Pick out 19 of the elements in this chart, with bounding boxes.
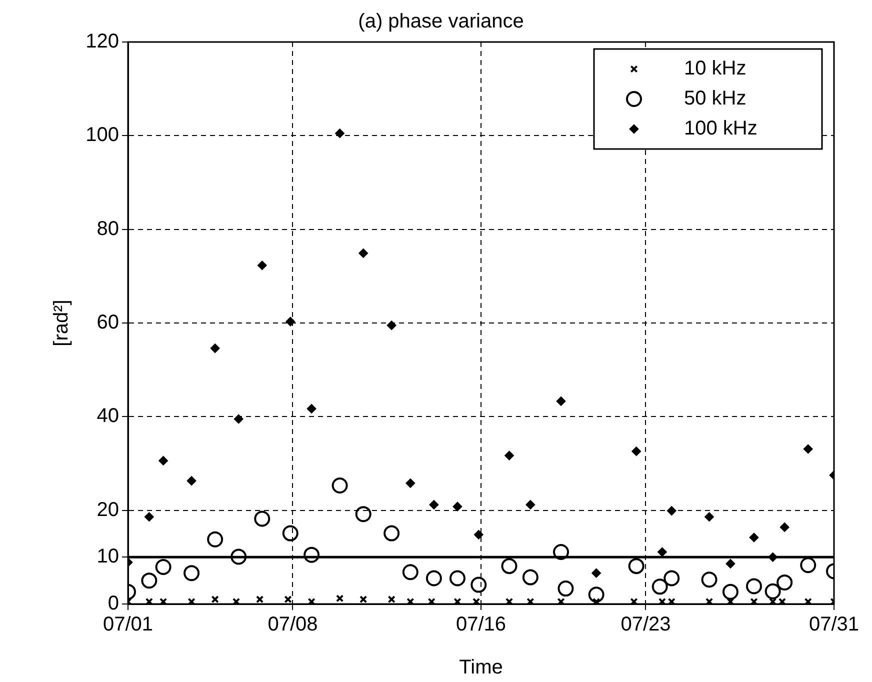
y-tick-label: 20 (96, 498, 119, 521)
x-tick-label: 07/23 (620, 614, 671, 636)
chart-title: (a) phase variance (358, 10, 524, 33)
legend-label: 10 kHz (684, 58, 746, 80)
x-tick-label: 07/31 (808, 614, 860, 636)
y-tick-label: 100 (86, 124, 119, 146)
y-tick-label: 40 (96, 405, 119, 428)
x-axis-title: Time (459, 656, 503, 679)
y-tick-label: 120 (86, 30, 119, 53)
y-axis-title: [rad²] (50, 300, 73, 346)
x-tick-label: 07/16 (456, 614, 506, 636)
y-tick-label: 80 (96, 218, 119, 240)
x-tick-label: 07/01 (102, 614, 154, 636)
legend-label: 100 kHz (684, 118, 758, 140)
legend-label: 50 kHz (684, 88, 746, 110)
x-tick-label: 07/08 (268, 614, 318, 636)
y-tick-label: 0 (108, 592, 119, 615)
y-tick-label: 10 (96, 546, 119, 568)
y-tick-label: 60 (96, 312, 119, 334)
